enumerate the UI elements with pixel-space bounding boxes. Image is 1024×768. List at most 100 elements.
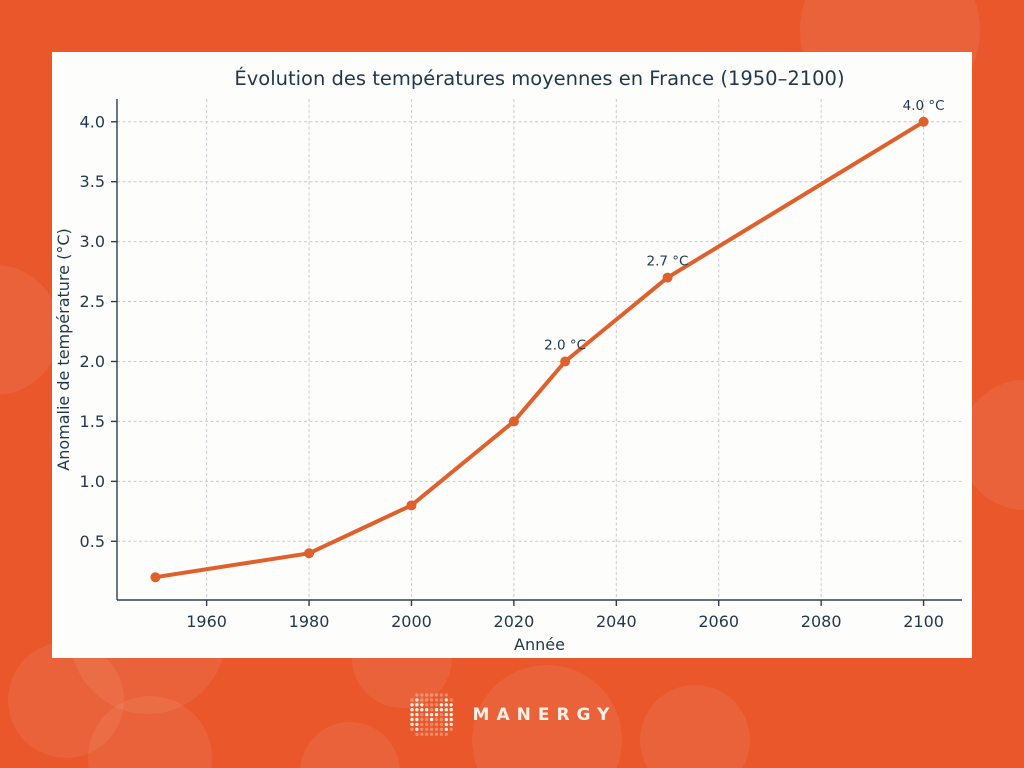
logo-dot: [414, 698, 419, 702]
y-tick-label: 3.0: [80, 232, 105, 251]
data-point-label: 4.0 °C: [903, 98, 945, 114]
logo-dot: [439, 693, 443, 697]
logo-dot: [434, 698, 438, 702]
chart-title: Évolution des températures moyennes en F…: [234, 67, 844, 90]
logo-dot: [409, 727, 414, 731]
logo-dot: [419, 717, 424, 722]
logo-dot: [444, 712, 448, 717]
logo-dot: [434, 732, 438, 736]
logo-dot: [429, 727, 433, 731]
x-tick-label: 2020: [494, 612, 535, 631]
chart-card: 1960 1980 2000 2020 2040 2060 2080 2100 0.5 1.0 1.…: [52, 52, 972, 658]
data-point: [304, 548, 315, 559]
decorative-circle: [0, 265, 60, 395]
logo-dot: [424, 727, 428, 731]
y-tick-label: 4.0: [80, 112, 105, 131]
x-tick-label: 2060: [698, 612, 739, 631]
logo-dot: [434, 712, 438, 717]
logo-dot: [414, 708, 419, 712]
logo-dot: [439, 703, 443, 707]
logo-dot: [434, 727, 438, 731]
logo-dot: [419, 703, 424, 707]
y-tick-label: 2.5: [80, 292, 105, 311]
y-tick-label: 0.5: [80, 532, 105, 551]
logo-dot: [429, 717, 433, 722]
logo-dot: [449, 708, 453, 712]
logo-dot: [444, 698, 448, 702]
logo-dot: [424, 712, 428, 717]
y-tick-label: 3.5: [80, 172, 105, 191]
logo-dot: [414, 722, 419, 727]
logo-dot: [409, 703, 414, 707]
x-tick-label: 1980: [289, 612, 330, 631]
logo-dot: [419, 722, 424, 727]
logo-dot: [419, 732, 424, 736]
logo-dot: [449, 717, 453, 722]
logo-dot: [444, 717, 448, 722]
data-point: [508, 416, 519, 427]
logo-dot: [444, 703, 448, 707]
logo-dot: [444, 732, 448, 736]
logo-dot: [424, 708, 428, 712]
logo-dot: [439, 732, 443, 736]
logo-dot: [429, 722, 433, 727]
x-tick-label: 2040: [596, 612, 637, 631]
logo-dot: [434, 717, 438, 722]
data-point-label: 2.7 °C: [647, 254, 689, 270]
logo-dot: [444, 693, 448, 697]
logo-dot: [424, 732, 428, 736]
logo-dot: [424, 722, 428, 727]
data-point-label: 2.0 °C: [544, 337, 586, 353]
y-tick-label: 1.0: [80, 472, 105, 491]
logo-dot: [444, 727, 448, 731]
logo-dot: [414, 693, 419, 697]
logo-dot: [429, 693, 433, 697]
logo-dot: [449, 727, 453, 731]
logo-dot: [444, 708, 448, 712]
logo-dot: [414, 727, 419, 731]
x-tick-label: 2100: [903, 612, 944, 631]
logo-dot: [419, 693, 424, 697]
temperature-chart: 1960 1980 2000 2020 2040 2060 2080 2100 0.5 1.0 1.…: [54, 67, 962, 654]
data-point: [662, 272, 673, 283]
data-point: [560, 356, 571, 367]
y-tick-label: 2.0: [80, 352, 105, 371]
brand-name: MANERGY: [472, 705, 617, 725]
logo-dot: [409, 708, 414, 712]
y-axis-label: Anomalie de température (°C): [54, 228, 73, 470]
y-tick-label: 1.5: [80, 412, 105, 431]
logo-dot: [424, 693, 428, 697]
logo-dot: [439, 712, 443, 717]
logo-dot: [429, 712, 433, 717]
logo-dot: [429, 698, 433, 702]
data-point: [918, 116, 929, 127]
x-tick-label: 2000: [391, 612, 432, 631]
logo-dot: [449, 703, 453, 707]
logo-dot: [449, 712, 453, 717]
logo-dot: [424, 717, 428, 722]
logo-dot: [414, 712, 419, 717]
logo-dot: [414, 732, 419, 736]
temperature-line: [153, 119, 926, 580]
logo-dot: [424, 703, 428, 707]
logo-dot: [409, 717, 414, 722]
data-point: [150, 572, 161, 583]
logo-dot: [449, 698, 453, 702]
logo-dot: [434, 703, 438, 707]
logo-dot: [419, 698, 424, 702]
logo-dot: [409, 722, 414, 727]
data-point: [406, 500, 417, 511]
logo-dot: [409, 698, 414, 702]
logo-dot: [429, 732, 433, 736]
logo-dot: [429, 708, 433, 712]
brand-footer: MANERGY: [0, 692, 1024, 737]
logo-dot: [439, 708, 443, 712]
logo-dot: [429, 703, 433, 707]
logo-dot: [434, 693, 438, 697]
logo-dot: [439, 722, 443, 727]
x-tick-label: 2080: [801, 612, 842, 631]
logo-dot: [414, 717, 419, 722]
logo-dot: [439, 727, 443, 731]
logo-dot: [419, 712, 424, 717]
